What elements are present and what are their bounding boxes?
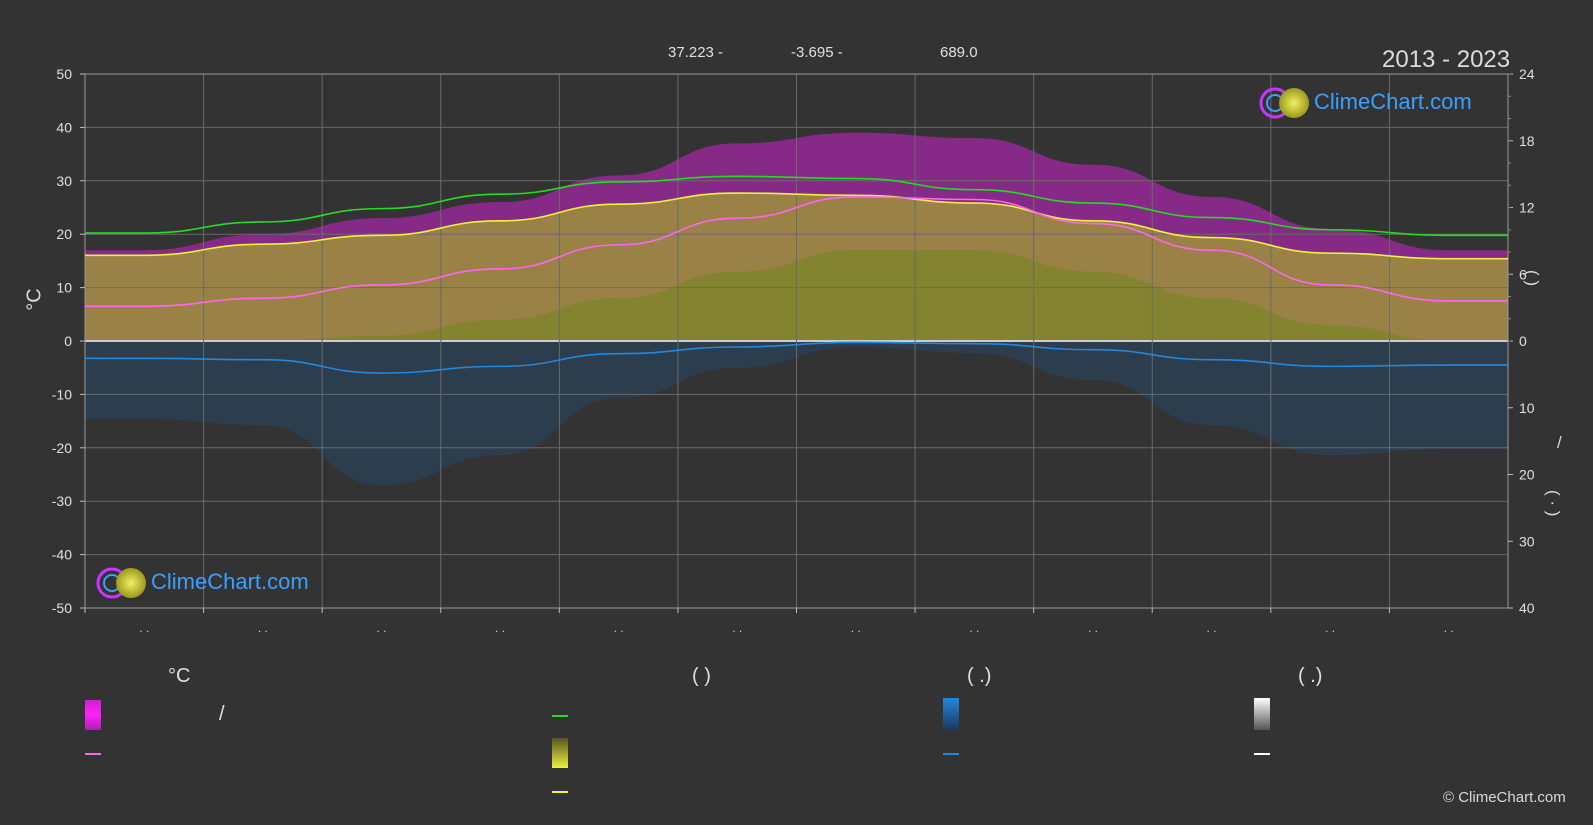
left-tick-label: 10 — [56, 280, 72, 296]
x-tick-label: . . — [851, 621, 861, 635]
right-axis-upper-marks: ( ) — [1523, 270, 1542, 287]
legend-daylight-line — [552, 715, 568, 717]
climechart-logo-icon — [96, 567, 146, 599]
legend-sunshine-swatch — [552, 738, 568, 768]
x-tick-label: . . — [139, 621, 149, 635]
climechart-logo-icon — [1259, 87, 1309, 119]
x-tick-label: . . — [732, 621, 742, 635]
left-tick-label: 50 — [56, 66, 72, 82]
x-tick-label: . . — [1444, 621, 1454, 635]
legend-precipitation-title: ( .) — [967, 665, 992, 687]
left-tick-label: -40 — [52, 547, 72, 563]
chart-ticks: 50 40 30 20 10 0 -10 -20 -30 -40 -50 24 18 12 6 0 10 20 30… — [52, 66, 1535, 635]
x-tick-label: . . — [1325, 621, 1335, 635]
right-tick-label: 20 — [1519, 467, 1535, 483]
legend-temperature-title: °C — [168, 665, 191, 687]
legend-precip-swatch — [943, 698, 959, 730]
legend-temp-range-swatch — [85, 700, 101, 730]
series-line-precipitation_mm — [85, 341, 1508, 374]
left-tick-label: -20 — [52, 440, 72, 456]
left-tick-label: -10 — [52, 386, 72, 402]
legend-snow-title: ( .) — [1298, 665, 1323, 687]
legend-precip-line — [943, 753, 959, 755]
legend-temp-range-sep: / — [219, 703, 225, 725]
right-tick-label: 30 — [1519, 533, 1535, 549]
x-tick-label: . . — [969, 621, 979, 635]
legend-snow-line — [1254, 753, 1270, 755]
left-tick-label: 0 — [64, 333, 72, 349]
right-tick-label: 12 — [1519, 200, 1535, 216]
legend-mean-temp-line — [85, 753, 101, 755]
brand-logo-text: ClimeChart.com — [1314, 89, 1472, 114]
x-tick-label: . . — [1207, 621, 1217, 635]
right-tick-label: 0 — [1519, 333, 1527, 349]
legend-snow-swatch — [1254, 698, 1270, 730]
series-line-sunshine — [85, 192, 1508, 260]
latitude-label: 37.223 - — [668, 44, 724, 61]
right-axis-slash: / — [1557, 433, 1562, 452]
series-line-mean_temp — [85, 196, 1508, 308]
chart-series — [84, 175, 1508, 374]
left-axis-unit: °C — [23, 288, 46, 311]
legend-daylight-title: ( ) — [692, 665, 711, 687]
x-tick-label: . . — [614, 621, 624, 635]
right-tick-label: 6 — [1519, 266, 1527, 282]
x-tick-label: . . — [376, 621, 386, 635]
copyright: © ClimeChart.com — [1443, 789, 1566, 806]
x-tick-label: . . — [495, 621, 505, 635]
left-tick-label: -30 — [52, 493, 72, 509]
period-label: 2013 - 2023 — [1382, 46, 1511, 73]
brand-logo-text: ClimeChart.com — [151, 569, 309, 594]
elevation-label: 689.0 — [940, 44, 978, 61]
left-tick-label: 30 — [56, 173, 72, 189]
right-axis-lower-marks: ( · ) — [1544, 490, 1563, 517]
x-tick-label: . . — [1088, 621, 1098, 635]
left-tick-label: 40 — [56, 119, 72, 135]
series-line-daylight — [84, 175, 1508, 237]
right-tick-label: 10 — [1519, 400, 1535, 416]
longitude-label: -3.695 - — [791, 44, 843, 61]
right-tick-label: 18 — [1519, 133, 1535, 149]
right-tick-label: 24 — [1519, 66, 1535, 82]
chart-grid — [84, 73, 1509, 609]
legend-sunshine-line — [552, 791, 568, 793]
left-tick-label: -50 — [52, 600, 72, 616]
x-tick-label: . . — [258, 621, 268, 635]
right-tick-label: 40 — [1519, 600, 1535, 616]
left-tick-label: 20 — [56, 226, 72, 242]
